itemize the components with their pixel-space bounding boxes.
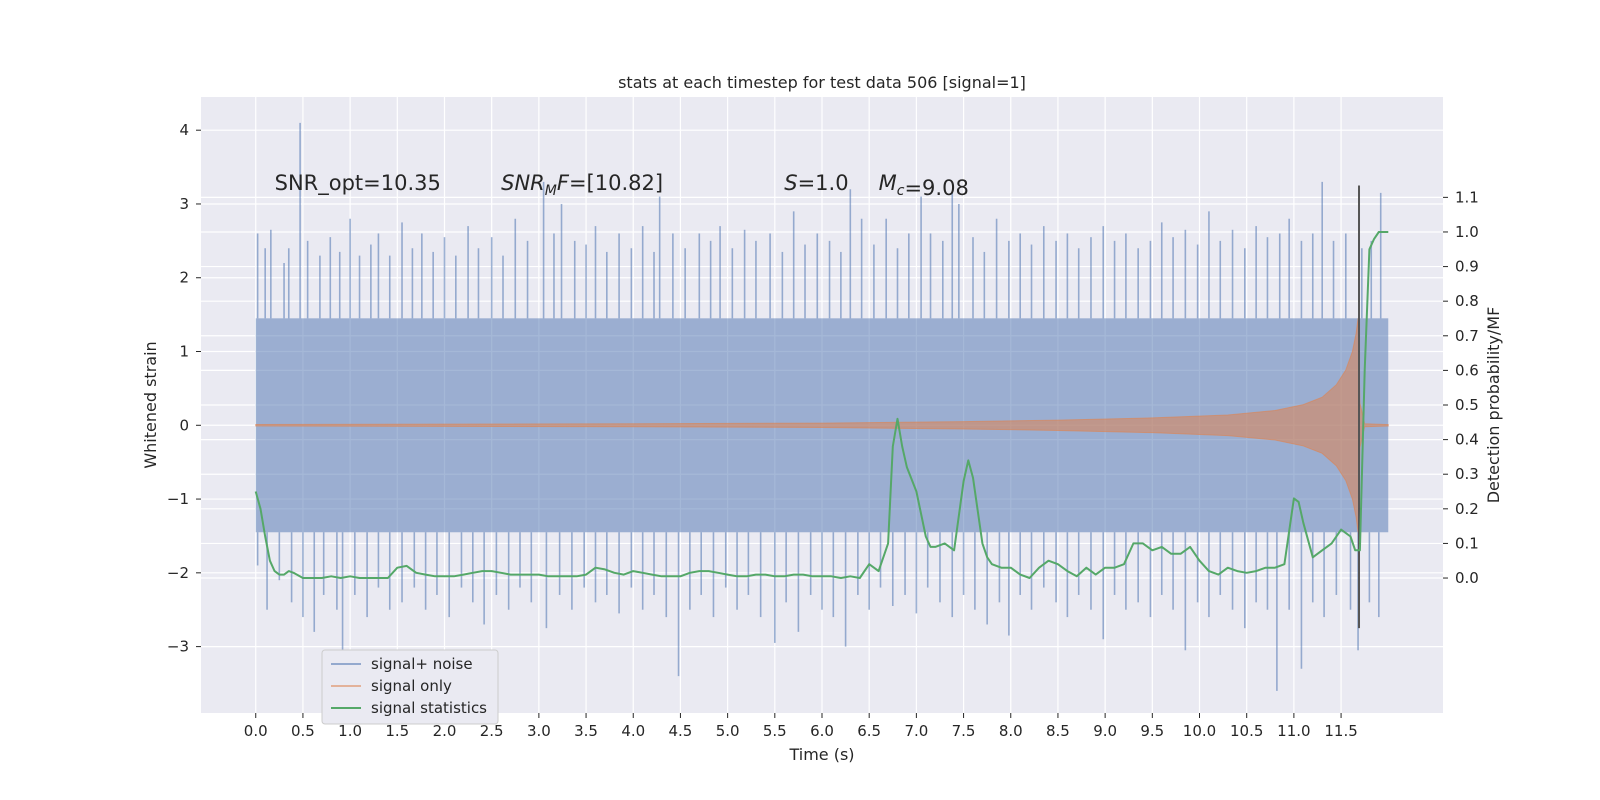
x-tick-label: 3.0 bbox=[527, 722, 551, 740]
series-signal-statistics bbox=[254, 231, 1389, 579]
annotation-text: S=1.0 bbox=[784, 171, 848, 195]
y-tick-label: 4 bbox=[179, 121, 189, 139]
legend-label-signal-plus-noise: signal+ noise bbox=[371, 655, 473, 673]
x-tick-label: 6.5 bbox=[857, 722, 881, 740]
x-tick-label: 1.0 bbox=[338, 722, 362, 740]
y2-tick-label: 1.0 bbox=[1455, 223, 1479, 241]
y2-tick-label: 0.8 bbox=[1455, 292, 1479, 310]
series-signal-only bbox=[255, 318, 1389, 533]
y2-tick-label: 0.4 bbox=[1455, 431, 1479, 449]
x-tick-label: 0.5 bbox=[291, 722, 315, 740]
y2-tick-label: 0.6 bbox=[1455, 361, 1479, 379]
x-tick-label: 2.5 bbox=[480, 722, 504, 740]
y2-tick-label: 0.5 bbox=[1455, 396, 1479, 414]
annotation-text: SNRMF=[10.82] bbox=[501, 171, 663, 199]
annotation-text: Mc=9.08 bbox=[879, 171, 969, 200]
x-tick-label: 11.0 bbox=[1277, 722, 1310, 740]
x-tick-label: 3.5 bbox=[574, 722, 598, 740]
x-tick-label: 2.0 bbox=[433, 722, 457, 740]
legend-label-signal-statistics: signal statistics bbox=[371, 699, 487, 717]
legend-box bbox=[321, 649, 499, 725]
x-tick-label: 8.0 bbox=[999, 722, 1023, 740]
y2-axis-label: Detection probability/MF bbox=[1484, 307, 1503, 504]
x-tick-label: 7.0 bbox=[904, 722, 928, 740]
y-tick-label: −2 bbox=[167, 564, 189, 582]
y-tick-label: −1 bbox=[167, 490, 189, 508]
y2-tick-label: 0.2 bbox=[1455, 500, 1479, 518]
y-tick-label: 3 bbox=[179, 195, 189, 213]
annotation-text: SNR_opt=10.35 bbox=[275, 171, 441, 196]
y2-tick-label: 0.1 bbox=[1455, 534, 1479, 552]
x-tick-label: 5.0 bbox=[716, 722, 740, 740]
x-tick-label: 4.5 bbox=[669, 722, 693, 740]
y-axis-ticks: 4 3 2 1 0 −1 −2 −3 bbox=[167, 121, 201, 656]
y-axis-label: Whitened strain bbox=[141, 341, 160, 468]
y2-tick-label: 1.1 bbox=[1455, 188, 1479, 206]
x-tick-label: 8.5 bbox=[1046, 722, 1070, 740]
legend: signal+ noise signal only signal statist… bbox=[321, 649, 499, 725]
x-tick-label: 7.5 bbox=[952, 722, 976, 740]
x-axis-label: Time (s) bbox=[788, 745, 854, 764]
legend-label-signal-only: signal only bbox=[371, 677, 452, 695]
x-tick-label: 1.5 bbox=[385, 722, 409, 740]
x-tick-label: 9.5 bbox=[1140, 722, 1164, 740]
y-tick-label: 1 bbox=[179, 343, 189, 361]
x-tick-label: 9.0 bbox=[1093, 722, 1117, 740]
x-tick-label: 10.0 bbox=[1183, 722, 1216, 740]
x-tick-label: 4.0 bbox=[621, 722, 645, 740]
y2-tick-label: 0.0 bbox=[1455, 569, 1479, 587]
y2-tick-label: 0.7 bbox=[1455, 327, 1479, 345]
x-axis-ticks: 0.0 0.5 1.0 1.5 2.0 2.5 3.0 3.5 4.0 4.5 5.0 5.5 6.0 6… bbox=[244, 713, 1358, 740]
y2-tick-label: 0.9 bbox=[1455, 258, 1479, 276]
stats-line bbox=[254, 231, 1389, 579]
x-tick-label: 11.5 bbox=[1324, 722, 1357, 740]
x-tick-label: 10.5 bbox=[1230, 722, 1263, 740]
y2-axis-ticks: 1.1 1.0 0.9 0.8 0.7 0.6 0.5 0.4 0.3 0.2 0.1 0.0 bbox=[1443, 188, 1479, 587]
y2-tick-label: 0.3 bbox=[1455, 465, 1479, 483]
x-tick-label: 0.0 bbox=[244, 722, 268, 740]
signal-envelope bbox=[255, 318, 1389, 533]
y-tick-label: 0 bbox=[179, 416, 189, 434]
y-tick-label: −3 bbox=[167, 638, 189, 656]
x-tick-label: 6.0 bbox=[810, 722, 834, 740]
x-tick-label: 5.5 bbox=[763, 722, 787, 740]
annotations: SNR_opt=10.35 SNRMF=[10.82] S=1.0 Mc=9.08 bbox=[275, 171, 969, 200]
chart-title: stats at each timestep for test data 506… bbox=[618, 73, 1026, 92]
y-tick-label: 2 bbox=[179, 269, 189, 287]
